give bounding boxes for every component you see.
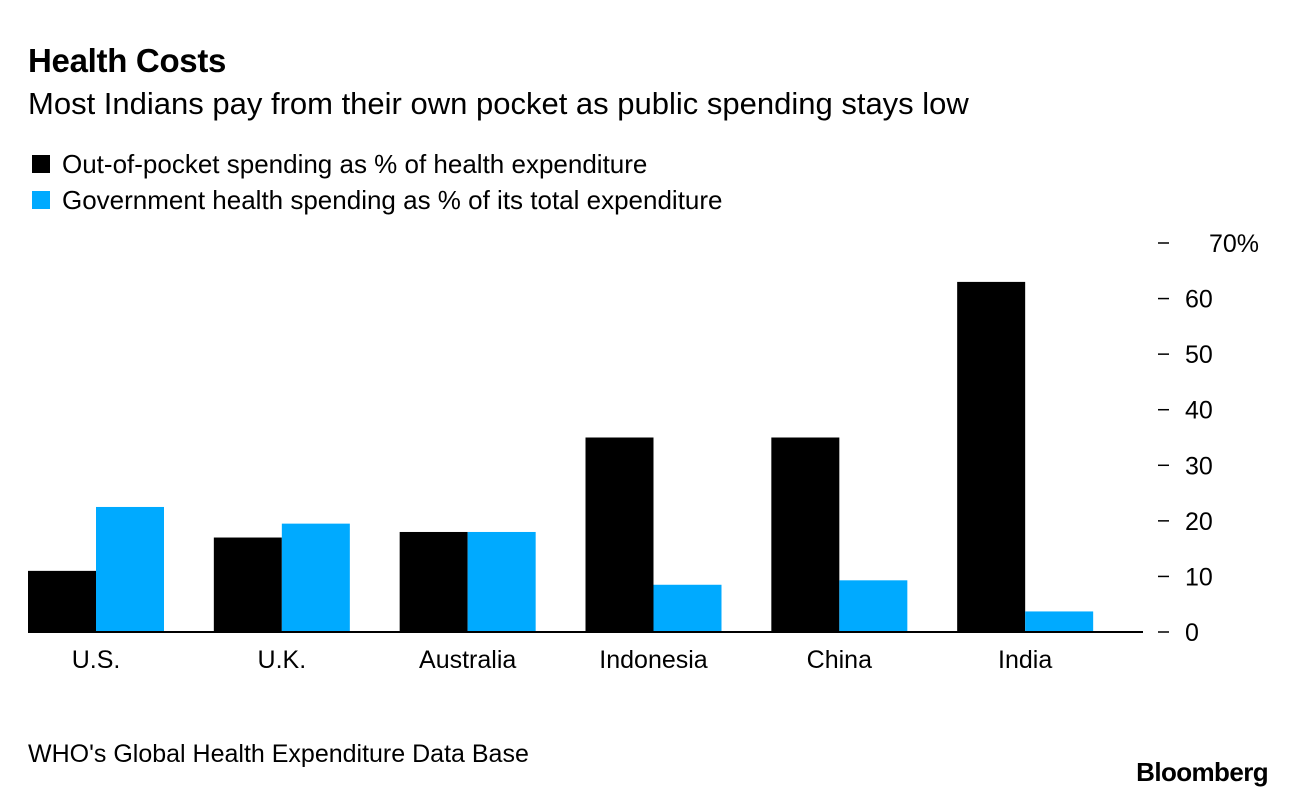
legend: Out-of-pocket spending as % of health ex…: [32, 146, 723, 218]
legend-swatch-government: [32, 191, 50, 209]
bar-out-of-pocket-australia: [399, 531, 468, 632]
x-tick-label: U.S.: [72, 646, 121, 674]
chart-subtitle: Most Indians pay from their own pocket a…: [28, 86, 969, 121]
bar-out-of-pocket-india: [957, 281, 1026, 632]
chart-title: Health Costs: [28, 42, 227, 79]
bar-government-australia: [467, 531, 536, 632]
legend-swatch-out-of-pocket: [32, 155, 50, 173]
bar-out-of-pocket-uk: [213, 537, 282, 632]
bar-government-india: [1025, 611, 1094, 632]
legend-label-government: Government health spending as % of its t…: [62, 184, 723, 215]
legend-item-government: Government health spending as % of its t…: [32, 182, 723, 218]
y-tick-label: 0: [1185, 619, 1199, 647]
x-tick-label: U.K.: [258, 646, 307, 674]
y-tick-label: 10: [1185, 563, 1213, 591]
y-tick-label: 70%: [1209, 230, 1259, 258]
source-note: WHO's Global Health Expenditure Data Bas…: [28, 740, 529, 768]
bar-government-indonesia: [653, 584, 722, 632]
y-tick-label: 20: [1185, 508, 1213, 536]
y-tick-label: 50: [1185, 341, 1213, 369]
bar-government-us: [96, 506, 164, 632]
x-tick-label: Indonesia: [599, 646, 708, 674]
y-tick-label: 30: [1185, 452, 1213, 480]
bar-out-of-pocket-us: [28, 570, 96, 632]
bar-out-of-pocket-china: [771, 437, 840, 632]
y-tick-label: 40: [1185, 397, 1213, 425]
bar-government-uk: [281, 523, 350, 632]
legend-item-out-of-pocket: Out-of-pocket spending as % of health ex…: [32, 146, 723, 182]
bar-government-china: [839, 580, 908, 632]
x-tick-label: India: [998, 646, 1052, 674]
y-tick-label: 60: [1185, 286, 1213, 314]
x-tick-label: China: [807, 646, 872, 674]
legend-label-out-of-pocket: Out-of-pocket spending as % of health ex…: [62, 148, 648, 179]
bloomberg-logo: Bloomberg: [1136, 757, 1268, 787]
bar-out-of-pocket-indonesia: [585, 437, 654, 632]
x-tick-label: Australia: [419, 646, 516, 674]
